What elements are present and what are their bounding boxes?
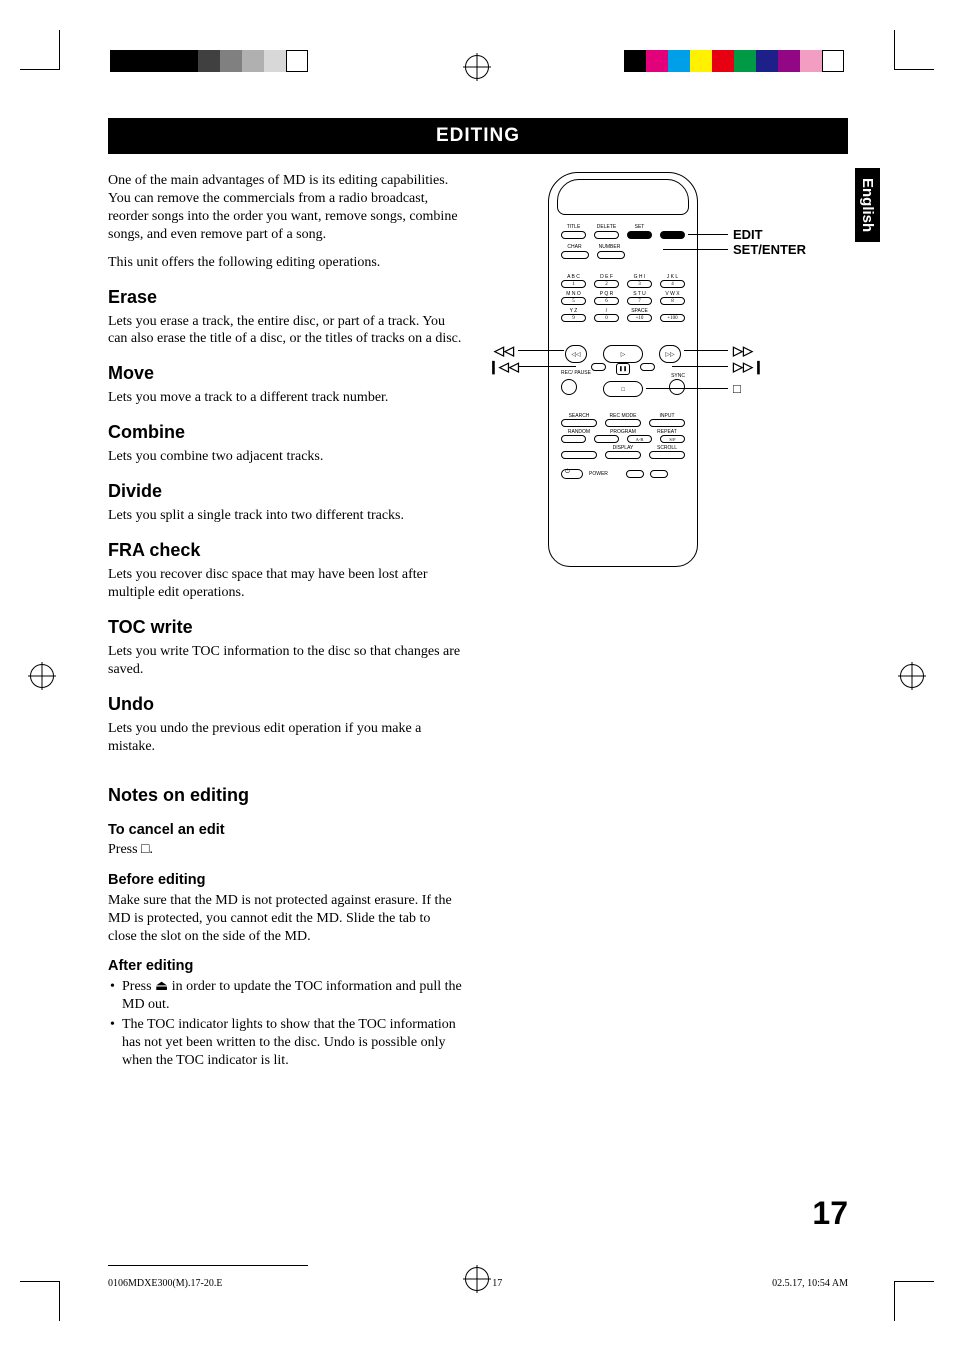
remote-num-button: 9: [561, 314, 586, 322]
intro-paragraph: One of the main advantages of MD is its …: [108, 172, 462, 244]
remote-pill-button: [561, 435, 586, 443]
remote-label: REC/ PAUSE: [561, 371, 591, 376]
callout-rew: ◁◁: [494, 343, 514, 359]
body-toc: Lets you write TOC information to the di…: [108, 643, 462, 679]
body-column: One of the main advantages of MD is its …: [108, 172, 462, 1072]
callout-ff: ▷▷: [733, 343, 753, 359]
remote-pill-button: [649, 419, 685, 427]
crop-mark-tl: [20, 30, 60, 70]
play-button-icon: ▷: [603, 345, 643, 363]
language-tab: English: [855, 168, 880, 242]
body-fra: Lets you recover disc space that may hav…: [108, 566, 462, 602]
crop-mark-tr: [894, 30, 934, 70]
remote-pill-button: [561, 451, 597, 459]
callout-next-track: ▷▷❙: [733, 359, 764, 375]
remote-label: NUMBER: [596, 245, 623, 250]
footer-rule: [108, 1265, 308, 1266]
after-bullet-1: Press ⏏ in order to update the TOC infor…: [108, 978, 462, 1014]
registration-mark-left: [30, 664, 54, 688]
body-move: Lets you move a track to a different tra…: [108, 389, 462, 407]
remote-num-button: 8: [660, 297, 685, 305]
remote-pill-button: [605, 419, 641, 427]
remote-pill-button: [605, 451, 641, 459]
remote-num-button: 3: [627, 280, 652, 288]
remote-label: DELETE: [594, 225, 619, 230]
remote-pill-button: A-B: [627, 435, 652, 443]
after-bullets: Press ⏏ in order to update the TOC infor…: [108, 978, 462, 1070]
heading-erase: Erase: [108, 286, 462, 309]
heading-combine: Combine: [108, 421, 462, 444]
ff-button-icon: ▷▷: [659, 345, 681, 363]
footer-timestamp: 02.5.17, 10:54 AM: [772, 1278, 848, 1289]
heading-fra: FRA check: [108, 539, 462, 562]
body-undo: Lets you undo the previous edit operatio…: [108, 720, 462, 756]
body-before: Make sure that the MD is not protected a…: [108, 892, 462, 946]
intro-paragraph-2: This unit offers the following editing o…: [108, 254, 462, 272]
subhead-after: After editing: [108, 957, 462, 976]
footer-filename: 0106MDXE300(M).17-20.E: [108, 1278, 222, 1289]
remote-pill-button: [561, 419, 597, 427]
callout-prev-track: ❙◁◁: [488, 359, 519, 375]
heading-toc: TOC write: [108, 616, 462, 639]
stop-button-icon: □: [603, 381, 643, 397]
crop-mark-bl: [20, 1281, 60, 1321]
remote-label: [660, 225, 685, 230]
remote-label: SET: [627, 225, 652, 230]
registration-mark-top: [465, 55, 489, 79]
remote-num-button: 6: [594, 297, 619, 305]
body-combine: Lets you combine two adjacent tracks.: [108, 448, 462, 466]
remote-label: SYNC: [671, 374, 685, 379]
callout-stop: □: [733, 381, 741, 396]
remote-label: POWER: [589, 472, 608, 477]
remote-label: TITLE: [561, 225, 586, 230]
remote-num-button: 2: [594, 280, 619, 288]
heading-notes: Notes on editing: [108, 784, 462, 807]
registration-mark-right: [900, 664, 924, 688]
body-divide: Lets you split a single track into two d…: [108, 507, 462, 525]
remote-num-button: 1: [561, 280, 586, 288]
remote-pill-button: [649, 451, 685, 459]
page-number: 17: [812, 1195, 848, 1232]
rew-button-icon: ◁◁: [565, 345, 587, 363]
power-icon: ⏻: [565, 469, 570, 476]
subhead-before: Before editing: [108, 871, 462, 890]
body-erase: Lets you erase a track, the entire disc,…: [108, 313, 462, 349]
remote-num-button: +10: [627, 314, 652, 322]
remote-label: CHAR: [561, 245, 588, 250]
footer-page: 17: [492, 1278, 502, 1289]
colorbar-grayscale: [110, 50, 308, 72]
heading-undo: Undo: [108, 693, 462, 716]
remote-num-button: 7: [627, 297, 652, 305]
remote-diagram: TITLE DELETE SET CHAR: [488, 172, 848, 572]
pause-button-icon: ❚❚: [616, 363, 630, 375]
subhead-cancel: To cancel an edit: [108, 821, 462, 840]
section-header: EDITING: [108, 118, 848, 154]
callout-set-enter: SET/ENTER: [733, 242, 806, 257]
remote-num-button: 5: [561, 297, 586, 305]
remote-num-button: +100: [660, 314, 685, 322]
remote-num-button: 0: [594, 314, 619, 322]
colorbar-cmyk: [624, 50, 844, 72]
body-cancel: Press □.: [108, 841, 462, 859]
heading-move: Move: [108, 362, 462, 385]
after-bullet-2: The TOC indicator lights to show that th…: [108, 1016, 462, 1070]
crop-mark-br: [894, 1281, 934, 1321]
remote-pill-button: S/F: [660, 435, 685, 443]
remote-pill-button: [594, 435, 619, 443]
heading-divide: Divide: [108, 480, 462, 503]
print-footer: 0106MDXE300(M).17-20.E 17 02.5.17, 10:54…: [108, 1278, 848, 1289]
callout-edit: EDIT: [733, 227, 763, 242]
remote-num-button: 4: [660, 280, 685, 288]
